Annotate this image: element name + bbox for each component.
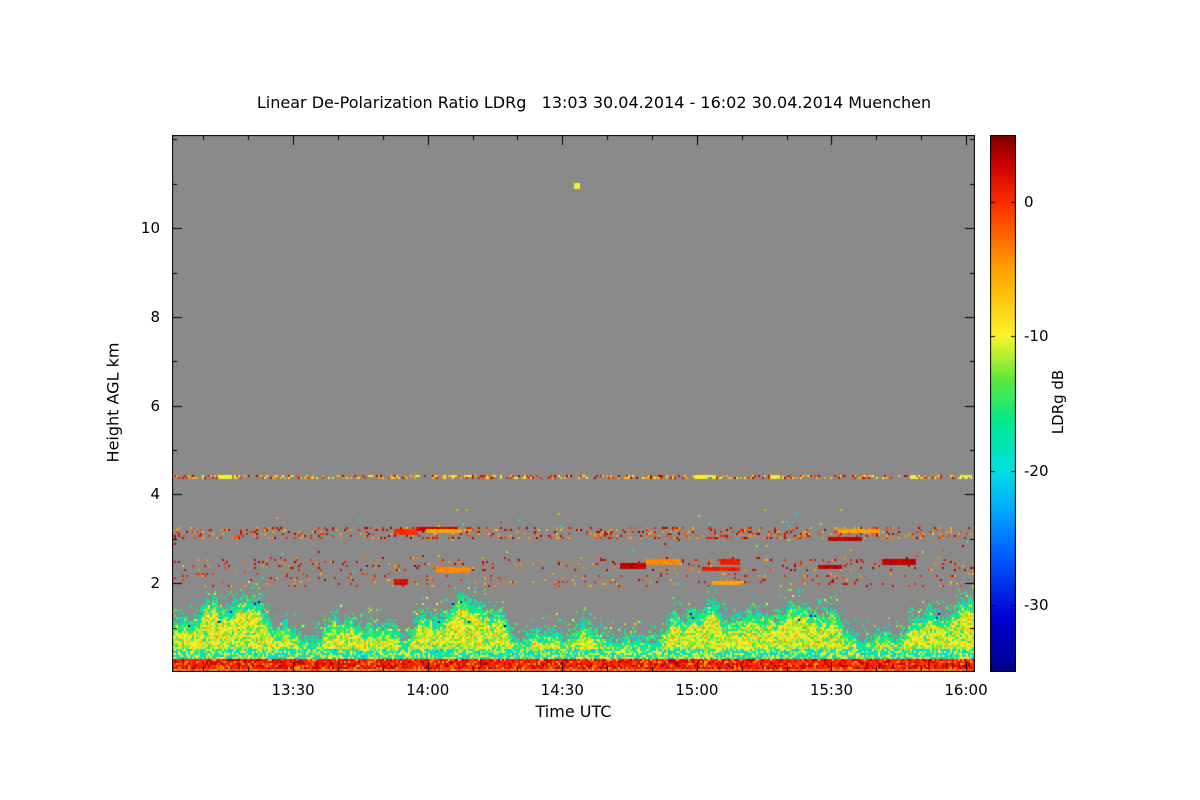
- colorbar-tick-label: 0: [1024, 193, 1034, 212]
- x-tick-label: 15:30: [809, 681, 854, 699]
- y-tick-label: 8: [150, 307, 160, 326]
- y-tick-label: 2: [150, 574, 160, 593]
- x-axis-label: Time UTC: [535, 702, 612, 721]
- heatmap-canvas: [172, 135, 975, 672]
- x-tick-label: 14:00: [406, 681, 450, 699]
- x-tick-label: 15:00: [675, 681, 719, 699]
- x-tick-label: 13:30: [271, 681, 315, 699]
- chart-title: Linear De-Polarization Ratio LDRg 13:03 …: [256, 93, 932, 112]
- colorbar-tick-label: -30: [1024, 595, 1049, 614]
- y-tick-label: 6: [150, 396, 160, 415]
- x-tick-label: 16:00: [944, 681, 988, 699]
- x-tick-label: 14:30: [540, 681, 584, 699]
- y-tick-label: 4: [150, 485, 160, 504]
- y-tick-label: 10: [140, 219, 160, 238]
- colorbar-canvas: [990, 135, 1016, 672]
- colorbar-tick-label: -10: [1024, 327, 1049, 346]
- colorbar-tick-label: -20: [1024, 461, 1049, 480]
